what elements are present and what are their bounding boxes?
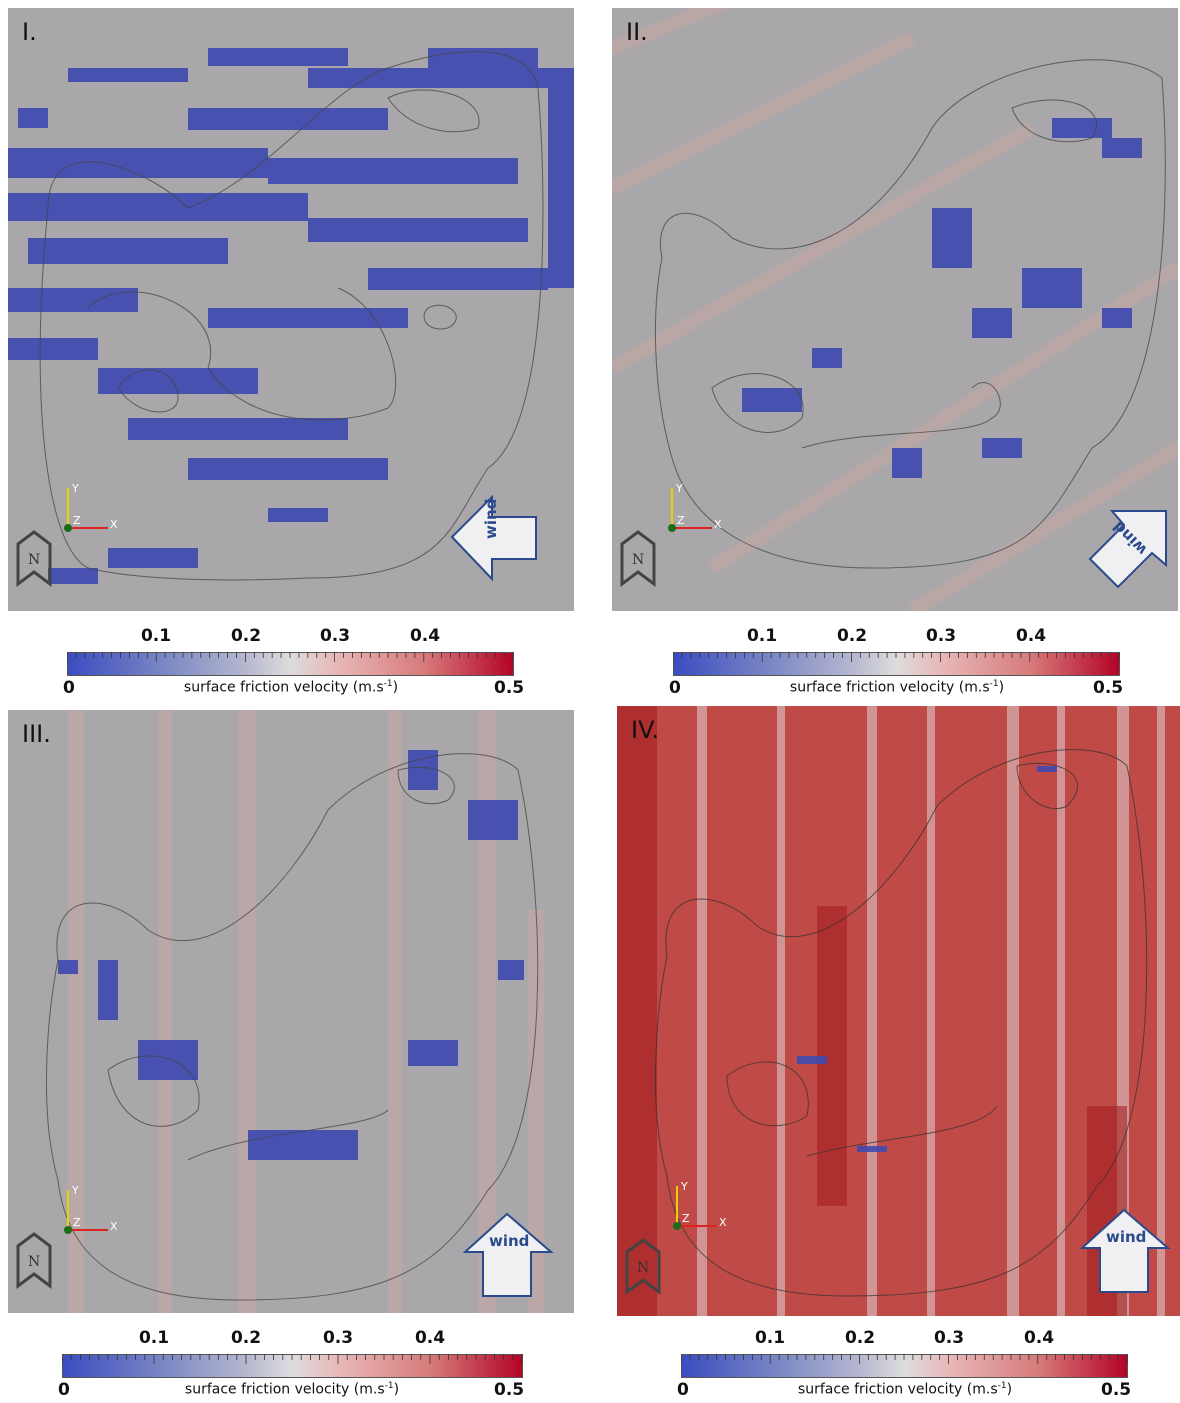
colorbar-max: 0.5 xyxy=(1093,678,1124,698)
wind-arrow-icon: wind xyxy=(1080,1208,1171,1293)
north-arrow-icon: N xyxy=(620,530,656,587)
tick-label: 0.4 xyxy=(414,1328,446,1348)
colorbar-minor-ticks xyxy=(673,652,1120,662)
friction-map-1 xyxy=(8,48,574,584)
wind-arrow-icon: wind xyxy=(463,1212,554,1297)
colorbar-gradient xyxy=(67,652,514,676)
panel-label: IV. xyxy=(631,716,660,744)
svg-text:Z: Z xyxy=(677,514,685,527)
panel-label: III. xyxy=(22,720,51,748)
axis-x-label: X xyxy=(110,518,118,531)
axes-triad-icon: Y X Z xyxy=(673,1180,727,1230)
tick-label: 0.3 xyxy=(933,1328,965,1348)
colorbar-min: 0 xyxy=(669,678,681,698)
colorbar-max: 0.5 xyxy=(494,1380,525,1400)
colorbar-min: 0 xyxy=(58,1380,70,1400)
colorbar-minor-ticks xyxy=(62,1354,523,1364)
colorbar-2: 0.1 0.2 0.3 0.4 0 surface friction veloc… xyxy=(669,626,1124,706)
svg-text:wind: wind xyxy=(482,499,500,539)
tick-label: 0.2 xyxy=(230,1328,262,1348)
panel-2-map: II. Y X Z N wind xyxy=(612,8,1178,611)
tick-label: 0.2 xyxy=(230,626,262,646)
svg-text:wind: wind xyxy=(1106,1228,1146,1246)
svg-text:wind: wind xyxy=(489,1232,529,1250)
tick-label: 0.1 xyxy=(138,1328,170,1348)
colorbar-min: 0 xyxy=(63,678,75,698)
colorbar-gradient xyxy=(681,1354,1128,1378)
svg-text:X: X xyxy=(714,518,722,531)
panel-1-map: I. Y X Z N wind xyxy=(8,8,574,611)
colorbar-4: 0.1 0.2 0.3 0.4 0 surface friction veloc… xyxy=(677,1328,1132,1403)
tick-label: 0.2 xyxy=(844,1328,876,1348)
axis-z-label: Z xyxy=(73,514,81,527)
north-arrow-icon: N xyxy=(625,1238,661,1295)
svg-text:X: X xyxy=(110,1220,118,1233)
svg-text:Z: Z xyxy=(73,1216,81,1229)
wind-arrow-icon: wind xyxy=(1088,510,1167,589)
colorbar-gradient xyxy=(62,1354,523,1378)
friction-map-2 xyxy=(612,8,1178,611)
wind-arrow-icon: wind xyxy=(450,494,537,582)
tick-label: 0.4 xyxy=(409,626,441,646)
colorbar-caption: surface friction velocity (m.s-1) xyxy=(183,679,399,696)
friction-map-4 xyxy=(617,706,1165,1316)
svg-text:N: N xyxy=(28,552,40,568)
svg-text:Z: Z xyxy=(682,1212,690,1225)
svg-text:X: X xyxy=(719,1216,727,1229)
tick-label: 0.3 xyxy=(925,626,957,646)
north-arrow-icon: N xyxy=(16,530,52,587)
svg-text:N: N xyxy=(632,552,644,568)
colorbar-3: 0.1 0.2 0.3 0.4 0 surface friction veloc… xyxy=(58,1328,525,1403)
colorbar-caption: surface friction velocity (m.s-1) xyxy=(184,1381,400,1398)
tick-label: 0.1 xyxy=(746,626,778,646)
tick-label: 0.4 xyxy=(1015,626,1047,646)
tick-label: 0.4 xyxy=(1023,1328,1055,1348)
colorbar-1: 0.1 0.2 0.3 0.4 0 surface friction veloc… xyxy=(63,626,524,706)
tick-label: 0.2 xyxy=(836,626,868,646)
axes-triad-icon: Y X Z xyxy=(668,482,722,532)
tick-label: 0.1 xyxy=(754,1328,786,1348)
svg-text:Y: Y xyxy=(71,1184,79,1197)
colorbar-minor-ticks xyxy=(67,652,514,662)
axes-triad-icon: Y X Z xyxy=(64,482,118,532)
axis-y-label: Y xyxy=(71,482,79,495)
colorbar-max: 0.5 xyxy=(494,678,525,698)
colorbar-min: 0 xyxy=(677,1380,689,1400)
panel-label: I. xyxy=(22,18,37,46)
panel-label: II. xyxy=(626,18,648,46)
tick-label: 0.3 xyxy=(319,626,351,646)
svg-text:Y: Y xyxy=(680,1180,688,1193)
tick-label: 0.3 xyxy=(322,1328,354,1348)
tick-label: 0.1 xyxy=(140,626,172,646)
axes-triad-icon: Y X Z xyxy=(64,1184,118,1234)
colorbar-caption: surface friction velocity (m.s-1) xyxy=(797,1381,1013,1398)
colorbar-gradient xyxy=(673,652,1120,676)
panel-3-map: III. Y X Z N wind xyxy=(8,710,574,1313)
colorbar-caption: surface friction velocity (m.s-1) xyxy=(789,679,1005,696)
friction-map-3 xyxy=(45,710,544,1313)
north-arrow-icon: N xyxy=(16,1232,52,1289)
svg-text:N: N xyxy=(28,1254,40,1270)
svg-text:N: N xyxy=(637,1260,649,1276)
colorbar-minor-ticks xyxy=(681,1354,1128,1364)
panel-4-map: IV. Y X Z N wind xyxy=(617,706,1180,1316)
svg-text:Y: Y xyxy=(675,482,683,495)
colorbar-max: 0.5 xyxy=(1101,1380,1132,1400)
